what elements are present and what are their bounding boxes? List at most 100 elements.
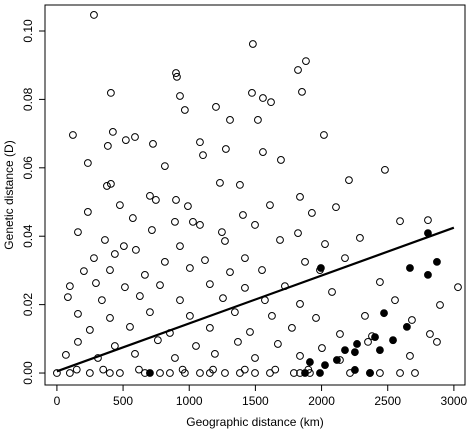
data-point xyxy=(328,288,336,296)
data-point xyxy=(53,369,61,377)
data-point xyxy=(199,151,207,160)
data-point xyxy=(178,365,187,374)
data-point xyxy=(316,369,324,377)
y-tick-label: 0.04 xyxy=(21,224,35,248)
data-point xyxy=(290,369,298,377)
data-point xyxy=(389,336,397,345)
data-point xyxy=(239,211,247,219)
data-point xyxy=(396,217,404,226)
plot-frame xyxy=(44,4,466,386)
data-point xyxy=(106,179,115,188)
data-point xyxy=(258,266,266,274)
data-point xyxy=(216,178,224,187)
data-point xyxy=(306,358,314,366)
data-point xyxy=(376,278,384,286)
regression-line xyxy=(56,226,455,373)
data-point xyxy=(271,365,280,374)
data-point xyxy=(184,202,192,211)
data-point xyxy=(321,240,329,248)
data-point xyxy=(246,328,254,336)
data-point xyxy=(433,338,441,346)
y-tick-label: 0.00 xyxy=(21,361,35,385)
data-point xyxy=(106,266,114,274)
data-point xyxy=(221,369,229,377)
data-point xyxy=(85,326,94,334)
data-point xyxy=(234,338,242,346)
data-point xyxy=(296,192,304,201)
data-point xyxy=(149,139,157,148)
data-point xyxy=(288,323,296,332)
data-point xyxy=(74,309,82,318)
data-point xyxy=(180,106,189,114)
data-point xyxy=(69,131,77,139)
data-point xyxy=(406,264,414,272)
data-point xyxy=(106,89,115,97)
data-point xyxy=(221,145,230,153)
data-point xyxy=(205,280,214,288)
data-point xyxy=(192,342,200,350)
data-point xyxy=(276,236,284,244)
data-point xyxy=(211,349,219,358)
data-point xyxy=(296,300,304,308)
data-point xyxy=(266,201,274,209)
x-axis-label: Geographic distance (km) xyxy=(186,415,323,429)
data-point xyxy=(273,340,282,348)
data-point xyxy=(74,338,82,346)
data-point xyxy=(298,87,306,96)
data-point xyxy=(119,242,128,251)
data-point xyxy=(436,301,444,309)
data-point xyxy=(341,346,349,355)
data-point xyxy=(185,264,194,272)
x-tick-label: 1500 xyxy=(242,394,269,408)
data-point xyxy=(267,98,275,107)
data-point xyxy=(221,237,229,245)
y-tick-label: 0.06 xyxy=(21,156,35,180)
data-point xyxy=(341,254,349,263)
data-point xyxy=(209,365,217,374)
data-point xyxy=(454,283,462,292)
data-point xyxy=(115,201,124,209)
data-point xyxy=(380,309,388,318)
data-point xyxy=(371,333,379,342)
data-point xyxy=(302,57,310,65)
data-point xyxy=(97,296,106,305)
data-point xyxy=(376,369,384,377)
data-point xyxy=(248,89,256,97)
x-tick-label: 2000 xyxy=(308,394,335,408)
data-point xyxy=(146,369,154,377)
data-point xyxy=(135,292,144,300)
data-point xyxy=(172,196,180,204)
data-point xyxy=(115,369,124,377)
data-point xyxy=(103,182,111,190)
data-point xyxy=(332,203,340,212)
data-point xyxy=(259,148,267,156)
data-point xyxy=(185,312,194,320)
data-point xyxy=(296,352,304,360)
data-point xyxy=(356,234,364,242)
data-point xyxy=(196,369,204,377)
data-point xyxy=(251,369,259,377)
data-point xyxy=(345,176,353,185)
data-point xyxy=(205,323,214,332)
y-axis-label: Genetic distance (D) xyxy=(2,140,16,249)
data-point xyxy=(230,308,239,317)
data-point xyxy=(294,229,302,238)
y-tick-label: 0.08 xyxy=(21,87,35,111)
data-point xyxy=(336,330,344,338)
data-point xyxy=(85,369,94,377)
data-point xyxy=(80,267,88,276)
data-point xyxy=(201,256,209,265)
data-point xyxy=(424,216,432,225)
data-point xyxy=(248,40,257,48)
data-point xyxy=(396,369,404,377)
data-point xyxy=(92,279,100,287)
x-tick-label: 3000 xyxy=(441,394,468,408)
data-point xyxy=(103,142,112,150)
data-point xyxy=(411,369,419,377)
data-point xyxy=(254,116,262,124)
data-point xyxy=(132,245,140,254)
data-point xyxy=(218,228,226,237)
data-point xyxy=(226,116,234,124)
data-point xyxy=(240,365,249,374)
